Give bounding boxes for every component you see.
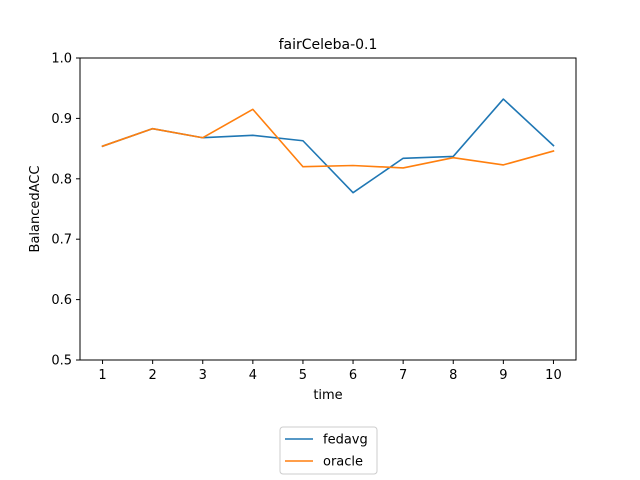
x-tick-label: 9: [499, 368, 507, 383]
x-tick-label: 2: [149, 368, 157, 383]
y-tick-label: 0.5: [51, 354, 72, 369]
legend: fedavg oracle: [279, 426, 378, 475]
x-tick-label: 7: [399, 368, 407, 383]
x-axis: 1 2 3 4 5 6 7 8 9 10: [98, 360, 562, 383]
y-tick-label: 1.0: [51, 52, 72, 67]
x-tick-label: 10: [545, 368, 562, 383]
y-tick-label: 0.7: [51, 233, 72, 248]
x-tick-label: 3: [199, 368, 207, 383]
x-tick-label: 8: [449, 368, 457, 383]
plot-frame: [79, 57, 577, 361]
y-tick-label: 0.8: [51, 172, 72, 187]
x-tick-label: 4: [249, 368, 257, 383]
chart-title: fairCeleba-0.1: [279, 37, 378, 53]
y-axis: 0.5 0.6 0.7 0.8 0.9 1.0: [51, 52, 80, 369]
plot-area: [80, 58, 576, 360]
x-tick-label: 1: [98, 368, 106, 383]
x-tick-label: 6: [349, 368, 357, 383]
y-axis-label: BalancedACC: [28, 166, 43, 253]
x-tick-label: 5: [299, 368, 307, 383]
x-axis-label: time: [313, 388, 342, 403]
series-line-oracle: [101, 108, 555, 169]
legend-label-fedavg: fedavg: [323, 433, 368, 448]
series-layer: [101, 98, 555, 194]
y-tick-label: 0.9: [51, 112, 72, 127]
y-tick-label: 0.6: [51, 293, 72, 308]
legend-label-oracle: oracle: [323, 455, 363, 470]
